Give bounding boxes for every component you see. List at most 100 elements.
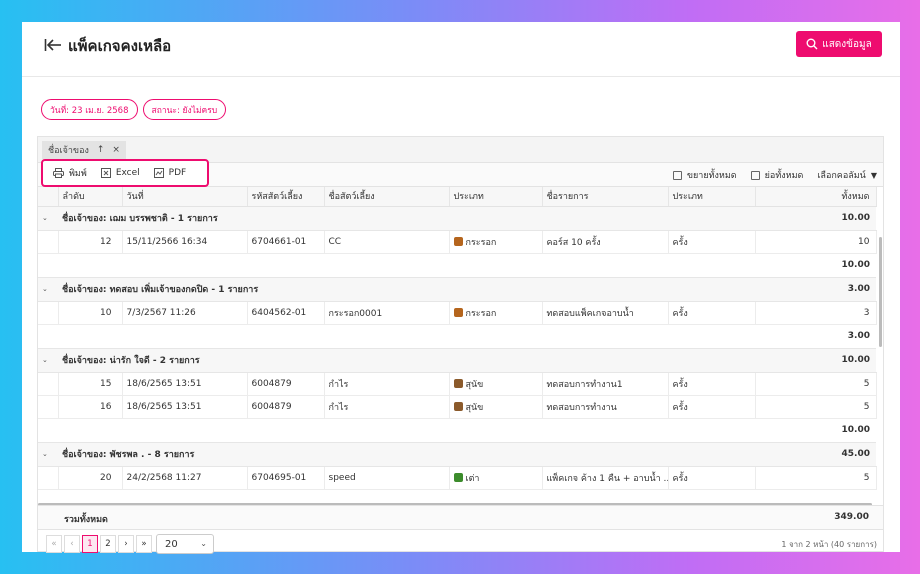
- group-row[interactable]: ⌄ ชื่อเจ้าของ: พัชรพล . - 8 รายการ 45.00: [38, 442, 876, 467]
- page-size-select[interactable]: 20 ⌄: [156, 534, 214, 554]
- column-header[interactable]: ประเภท: [449, 187, 543, 207]
- cell-item: ทดสอบการทำงาน1: [542, 372, 669, 396]
- column-header[interactable]: รหัสสัตว์เลี้ยง: [247, 187, 325, 207]
- grand-total-row: รวมทั้งหมด 349.00: [38, 505, 883, 529]
- print-button[interactable]: พิมพ์: [53, 166, 87, 180]
- column-header[interactable]: ลำดับ: [58, 187, 123, 207]
- page-title: แพ็คเกจคงเหลือ: [68, 37, 172, 55]
- cell-pet-code: 6004879: [247, 372, 325, 396]
- chevron-down-icon[interactable]: ⌄: [42, 450, 48, 458]
- cell-date: 15/11/2566 16:34: [122, 230, 248, 254]
- table-row[interactable]: 15 18/6/2565 13:51 6004879 กำไร สุนัข ทดสอบกา…: [38, 372, 877, 396]
- group-row[interactable]: ⌄ ชื่อเจ้าของ: น่ารัก ใจดี - 2 รายการ 10.0…: [38, 348, 876, 373]
- table-header-row: ลำดับ วันที่ รหัสสัตว์เลี้ยง ชื่อสัตว์เล…: [38, 187, 877, 207]
- choose-columns-button[interactable]: เลือกคอลัมน์ ▼: [817, 168, 877, 182]
- page-header: แพ็คเกจคงเหลือ แสดงข้อมูล: [22, 22, 900, 77]
- chevron-down-icon[interactable]: ⌄: [42, 285, 48, 293]
- page-2-button[interactable]: 2: [100, 535, 116, 553]
- expand-all-button[interactable]: ขยายทั้งหมด: [672, 168, 737, 182]
- chevron-down-icon[interactable]: ⌄: [42, 356, 48, 364]
- sort-up-icon[interactable]: ↑: [96, 145, 105, 155]
- pagination: « ‹ 1 2 › » 20 ⌄ 1 จาก 2 หน้า (40 รายการ…: [38, 529, 883, 555]
- column-header[interactable]: วันที่: [122, 187, 248, 207]
- group-total: 10.00: [755, 348, 876, 373]
- cell-no: 15: [58, 372, 123, 396]
- group-row[interactable]: ⌄ ชื่อเจ้าของ: ทดสอบ เพิ่มเจ้าของกดปิด - …: [38, 277, 876, 302]
- table-row[interactable]: 20 24/2/2568 11:27 6704695-01 speed เต่า แพ็ค…: [38, 466, 877, 490]
- pdf-icon: [153, 168, 164, 178]
- cell-date: 18/6/2565 13:51: [122, 395, 248, 419]
- filter-chip-date[interactable]: วันที่: 23 เม.ย. 2568: [41, 99, 138, 120]
- vertical-scrollbar[interactable]: [879, 237, 882, 347]
- group-subtotal: 10.00: [755, 253, 876, 278]
- group-by-owner-pill[interactable]: ชื่อเจ้าของ ↑ ×: [42, 141, 126, 159]
- group-row[interactable]: ⌄ ชื่อเจ้าของ: เฌม บรรพชาติ - 1 รายการ 10.…: [38, 206, 876, 231]
- cell-pet-type: เต่า: [449, 466, 543, 490]
- grand-total-value: 349.00: [834, 512, 869, 522]
- horizontal-scrollbar[interactable]: [38, 503, 872, 505]
- group-toggle-cell[interactable]: ⌄: [38, 277, 58, 302]
- filter-chip-status[interactable]: สถานะ: ยังไม่ครบ: [142, 99, 227, 120]
- cell-unit: ครั้ง: [668, 395, 756, 419]
- cell-pet-name: กำไร: [324, 372, 450, 396]
- pet-type-label: กระรอก: [465, 237, 497, 248]
- cell-item: ทดสอบการทำงาน: [542, 395, 669, 419]
- page-size-value: 20: [165, 538, 178, 550]
- printer-icon: [53, 168, 64, 178]
- expand-icon: [672, 170, 682, 180]
- group-toggle-cell[interactable]: ⌄: [38, 348, 58, 373]
- table-row[interactable]: 16 18/6/2565 13:51 6004879 กำไร สุนัข ทดสอบกา…: [38, 395, 877, 419]
- cell-no: 10: [58, 301, 123, 325]
- pet-type-label: เต่า: [465, 473, 480, 484]
- group-panel: ชื่อเจ้าของ ↑ ×: [38, 137, 883, 163]
- excel-button[interactable]: Excel: [100, 168, 140, 178]
- group-subtotal-row: 10.00: [38, 253, 876, 278]
- group-toggle-cell[interactable]: ⌄: [38, 206, 58, 231]
- table-row[interactable]: 12 15/11/2566 16:34 6704661-01 CC กระรอก คอร์…: [38, 230, 877, 254]
- choose-columns-label: เลือกคอลัมน์: [817, 171, 866, 181]
- page-1-button[interactable]: 1: [82, 535, 98, 553]
- cell-date: 18/6/2565 13:51: [122, 372, 248, 396]
- cell-pet-name: speed: [324, 466, 450, 490]
- first-page-button[interactable]: «: [46, 535, 62, 553]
- collapse-icon: [750, 170, 760, 180]
- cell-pet-code: 6004879: [247, 395, 325, 419]
- group-subtotal-row: 10.00: [38, 418, 876, 443]
- column-header[interactable]: ชื่อสัตว์เลี้ยง: [324, 187, 450, 207]
- show-data-label: แสดงข้อมูล: [822, 38, 872, 50]
- pet-type-label: สุนัข: [465, 379, 484, 390]
- chevron-down-icon: ▼: [870, 170, 877, 180]
- group-subtotal: 10.00: [755, 418, 876, 443]
- grid-toolbar: พิมพ์ Excel PDF: [38, 159, 883, 187]
- column-header[interactable]: ประเภท: [668, 187, 756, 207]
- cell-pet-type: สุนัข: [449, 372, 543, 396]
- table-viewport[interactable]: ลำดับ วันที่ รหัสสัตว์เลี้ยง ชื่อสัตว์เล…: [38, 187, 883, 505]
- dog-icon: [453, 401, 463, 411]
- page-buttons: « ‹ 1 2 › »: [46, 535, 152, 553]
- table-row[interactable]: 10 7/3/2567 11:26 6404562-01 กระรอก0001 กระร…: [38, 301, 877, 325]
- remove-group-icon[interactable]: ×: [112, 145, 120, 155]
- pdf-button[interactable]: PDF: [153, 168, 187, 178]
- cell-total: 10: [755, 230, 877, 254]
- back-arrow-icon[interactable]: [44, 38, 62, 52]
- next-page-button[interactable]: ›: [118, 535, 134, 553]
- column-header[interactable]: ชื่อรายการ: [542, 187, 669, 207]
- chevron-down-icon[interactable]: ⌄: [42, 214, 48, 222]
- prev-page-button[interactable]: ‹: [64, 535, 80, 553]
- grand-total-label: รวมทั้งหมด: [64, 515, 108, 525]
- group-subtotal-row: 3.00: [38, 324, 876, 349]
- group-title: ชื่อเจ้าของ: ทดสอบ เพิ่มเจ้าของกดปิด - 1…: [58, 277, 755, 302]
- print-label: พิมพ์: [69, 169, 87, 179]
- cell-item: ทดสอบแพ็คเกจอาบน้ำ: [542, 301, 669, 325]
- cell-pet-code: 6704695-01: [247, 466, 325, 490]
- collapse-all-button[interactable]: ย่อทั้งหมด: [750, 168, 803, 182]
- column-header[interactable]: ทั้งหมด: [755, 187, 877, 207]
- show-data-button[interactable]: แสดงข้อมูล: [796, 31, 882, 57]
- cell-pet-type: กระรอก: [449, 301, 543, 325]
- group-toggle-cell[interactable]: ⌄: [38, 442, 58, 467]
- cell-item: คอร์ส 10 ครั้ง: [542, 230, 669, 254]
- cell-total: 5: [755, 372, 877, 396]
- pdf-label: PDF: [168, 168, 187, 178]
- last-page-button[interactable]: »: [136, 535, 152, 553]
- package-table: ลำดับ วันที่ รหัสสัตว์เลี้ยง ชื่อสัตว์เล…: [38, 187, 877, 490]
